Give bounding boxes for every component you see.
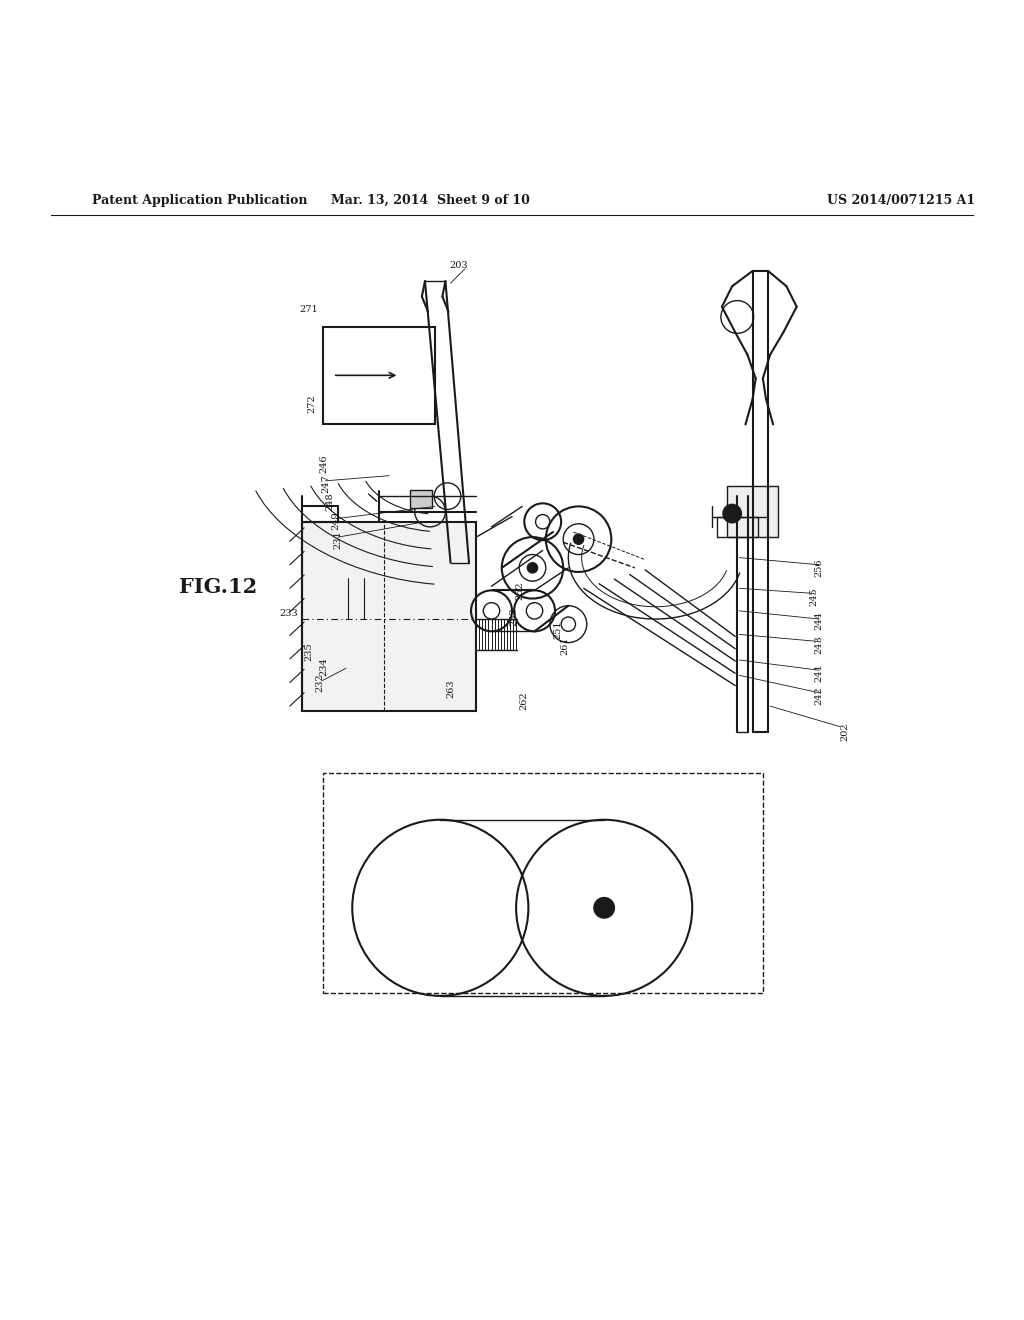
Text: 245: 245 (810, 587, 818, 606)
Text: 234: 234 (319, 657, 328, 676)
Circle shape (594, 898, 614, 917)
Text: 246: 246 (319, 454, 328, 473)
Text: 233: 233 (280, 610, 298, 618)
Text: 203: 203 (450, 261, 468, 271)
Circle shape (573, 535, 584, 544)
Text: 244: 244 (815, 611, 823, 631)
Circle shape (723, 504, 741, 523)
Text: 247: 247 (322, 474, 330, 494)
Text: 261: 261 (561, 636, 569, 655)
Text: 232: 232 (315, 673, 324, 692)
Bar (727, 486, 778, 537)
Text: 202: 202 (841, 722, 849, 741)
Bar (323, 327, 435, 425)
Text: 263: 263 (446, 680, 455, 698)
Text: US 2014/0071215 A1: US 2014/0071215 A1 (827, 194, 975, 207)
Text: 242: 242 (815, 686, 823, 705)
Text: 248: 248 (326, 492, 334, 511)
Bar (410, 490, 432, 508)
Text: 235: 235 (305, 643, 313, 661)
Text: 249: 249 (332, 511, 340, 531)
Text: 252: 252 (516, 581, 524, 599)
Text: Patent Application Publication: Patent Application Publication (92, 194, 307, 207)
Text: 253: 253 (510, 607, 518, 626)
Text: 262: 262 (520, 692, 528, 710)
Text: 251: 251 (554, 620, 562, 639)
Text: 272: 272 (308, 395, 316, 413)
Circle shape (527, 562, 538, 573)
Bar (302, 521, 476, 711)
Text: 256: 256 (815, 558, 823, 577)
Bar (323, 772, 763, 993)
Text: 243: 243 (815, 635, 823, 653)
Text: 271: 271 (300, 305, 318, 314)
Text: FIG.12: FIG.12 (179, 577, 257, 598)
Text: 241: 241 (815, 663, 823, 681)
Text: Mar. 13, 2014  Sheet 9 of 10: Mar. 13, 2014 Sheet 9 of 10 (331, 194, 529, 207)
Text: 231: 231 (334, 529, 342, 549)
